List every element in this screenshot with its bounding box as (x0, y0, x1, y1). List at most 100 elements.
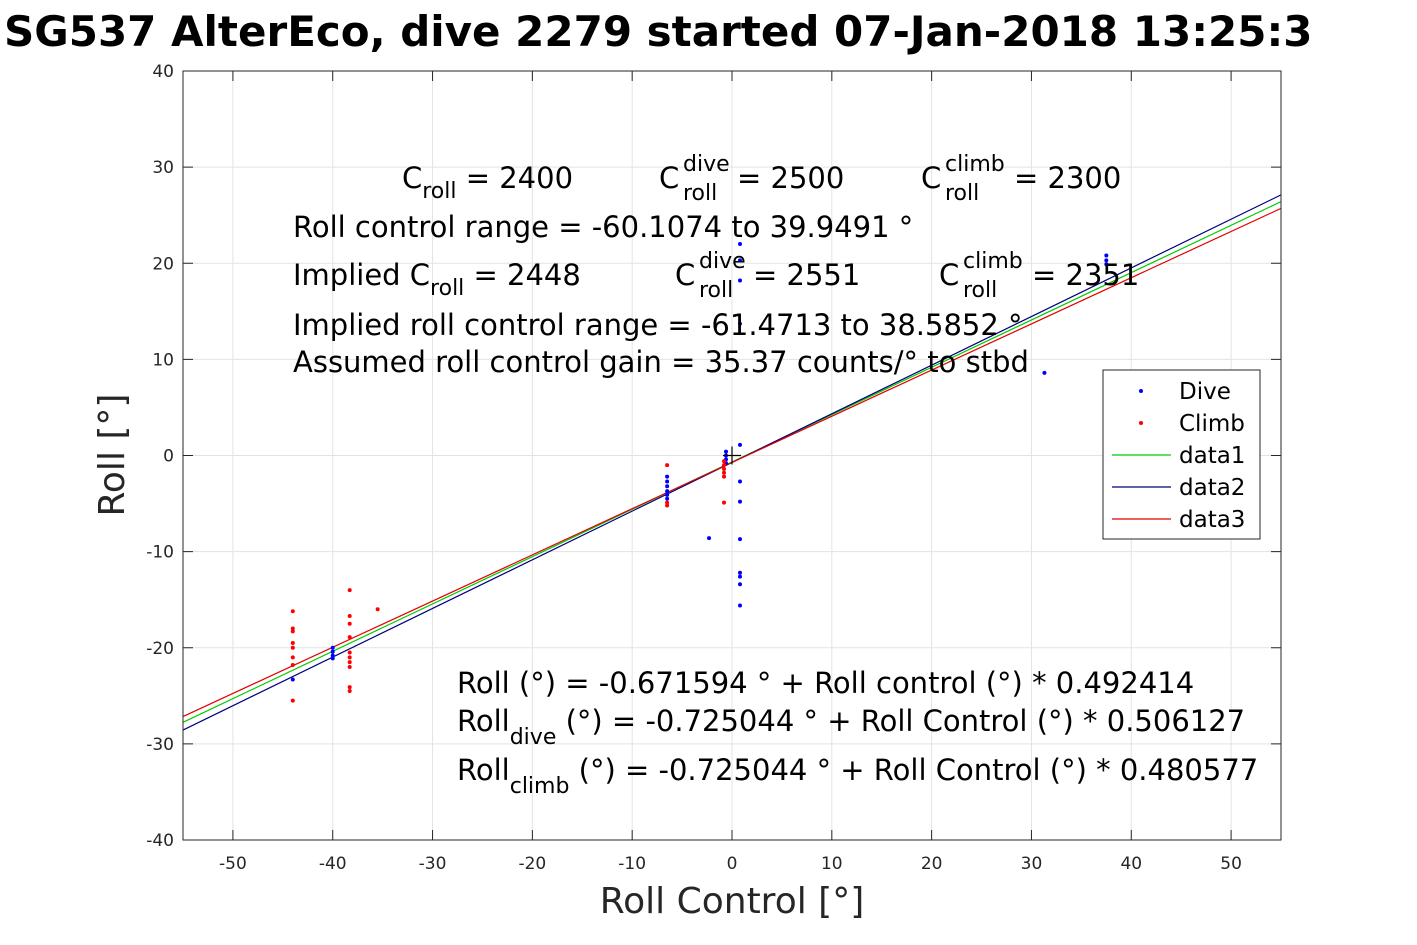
x-tick-label: 20 (921, 854, 943, 874)
dive-point (1042, 370, 1047, 375)
legend-data2-label: data2 (1179, 475, 1245, 501)
c-roll-climb-sub: roll (945, 181, 979, 206)
implied-c-roll-climb-sub: roll (963, 278, 997, 303)
x-tick-label: 50 (1220, 854, 1242, 874)
dive-point (665, 479, 670, 484)
y-tick-label: 30 (152, 158, 174, 178)
climb-point (665, 503, 670, 508)
implied-c-roll-dive-value: = 2551 (753, 258, 860, 292)
dive-point (737, 442, 742, 447)
dive-point (737, 537, 742, 542)
x-tick-label: 10 (821, 854, 843, 874)
c-roll-climb-sup: climb (945, 152, 1005, 177)
implied-c-roll-dive-annotation: C (675, 258, 695, 292)
climb-point (290, 609, 295, 614)
c-roll-climb-annotation: C (921, 161, 941, 195)
fit-climb-equation: Rollclimb (°) = -0.725044 ° + Roll Contr… (457, 753, 1258, 799)
plot-frame (182, 70, 1282, 841)
fit-dive-equation: Rolldive (°) = -0.725044 ° + Roll Contro… (457, 704, 1245, 750)
implied-c-roll-climb-sup: climb (963, 249, 1023, 274)
implied-roll-control-range: Implied roll control range = -61.4713 to… (293, 308, 1023, 342)
c-roll-dive-value: = 2500 (737, 161, 844, 195)
climb-point (347, 635, 352, 640)
calibration-annotations: Croll = 2400 C dive roll = 2500 C climb … (293, 152, 1258, 799)
dive-point (737, 278, 742, 283)
implied-c-roll-dive-sub: roll (699, 278, 733, 303)
implied-c-roll-climb-annotation: C (939, 258, 959, 292)
climb-point (347, 685, 352, 690)
x-tick-label: 30 (1021, 854, 1043, 874)
dive-point (737, 570, 742, 575)
climb-point (290, 629, 295, 634)
implied-c-roll-dive-sup: dive (699, 249, 746, 274)
y-tick-label: -30 (146, 735, 174, 755)
x-tick-label: -10 (618, 854, 646, 874)
climb-point (290, 626, 295, 631)
dive-point (737, 582, 742, 587)
dive-point (737, 574, 742, 579)
y-tick-label: -40 (146, 831, 174, 851)
climb-point (347, 660, 352, 665)
x-tick-label: 0 (727, 854, 738, 874)
x-tick-label: -40 (319, 854, 347, 874)
climb-point (347, 588, 352, 593)
implied-c-roll-climb-value: = 2351 (1032, 258, 1139, 292)
c-roll-dive-annotation: C (659, 161, 679, 195)
x-tick-label: -50 (219, 854, 247, 874)
climb-point (290, 640, 295, 645)
climb-point (347, 621, 352, 626)
legend-dive-label: Dive (1179, 379, 1231, 405)
dive-point (665, 496, 670, 501)
dive-point (737, 242, 742, 247)
c-roll-annotation: Croll = 2400 (402, 161, 573, 204)
assumed-roll-control-gain: Assumed roll control gain = 35.37 counts… (293, 345, 1029, 379)
c-roll-dive-sup: dive (683, 152, 730, 177)
y-tick-label: 10 (152, 350, 174, 370)
climb-point (290, 698, 295, 703)
climb-point (722, 470, 727, 475)
x-tick-label: -30 (419, 854, 447, 874)
climb-point (290, 655, 295, 660)
c-roll-climb-value: = 2300 (1014, 161, 1121, 195)
y-tick-label: 0 (163, 447, 174, 467)
climb-point (347, 614, 352, 619)
dive-point (665, 492, 670, 497)
dive-point (707, 536, 712, 541)
dive-point (330, 656, 335, 661)
y-tick-labels: -40 -30 -20 -10 0 10 20 30 40 (146, 62, 174, 851)
climb-point (722, 500, 727, 505)
chart-title: SG537 AlterEco, dive 2279 started 07-Jan… (4, 7, 1312, 56)
dive-point (665, 474, 670, 479)
legend-climb-marker (1139, 421, 1143, 425)
x-axis-label: Roll Control [°] (600, 881, 865, 922)
dive-point (737, 321, 742, 326)
legend-dive-marker (1139, 389, 1143, 393)
y-tick-label: -10 (146, 543, 174, 563)
climb-point (290, 645, 295, 650)
fit-equation: Roll (°) = -0.671594 ° + Roll control (°… (457, 666, 1194, 700)
dive-point (330, 653, 335, 658)
origin-marker (723, 446, 741, 465)
data-points (290, 242, 1109, 703)
climb-point (347, 689, 352, 694)
climb-point (375, 607, 380, 612)
c-roll-dive-sub: roll (683, 181, 717, 206)
dive-point (1104, 253, 1109, 258)
dive-point (1104, 262, 1109, 267)
dive-point (737, 479, 742, 484)
dive-point (330, 649, 335, 654)
dive-point (290, 677, 295, 682)
y-tick-label: -20 (146, 639, 174, 659)
legend: Dive Climb data1 data2 data3 (1102, 369, 1261, 540)
roll-control-range: Roll control range = -60.1074 to 39.9491… (293, 210, 913, 244)
climb-point (347, 655, 352, 660)
dive-point (665, 484, 670, 489)
dive-point (330, 645, 335, 650)
dive-point (665, 489, 670, 494)
climb-point (722, 463, 727, 468)
legend-climb-label: Climb (1179, 411, 1245, 437)
dive-point (737, 499, 742, 504)
y-tick-label: 20 (152, 254, 174, 274)
y-axis-label: Roll [°] (92, 394, 133, 517)
